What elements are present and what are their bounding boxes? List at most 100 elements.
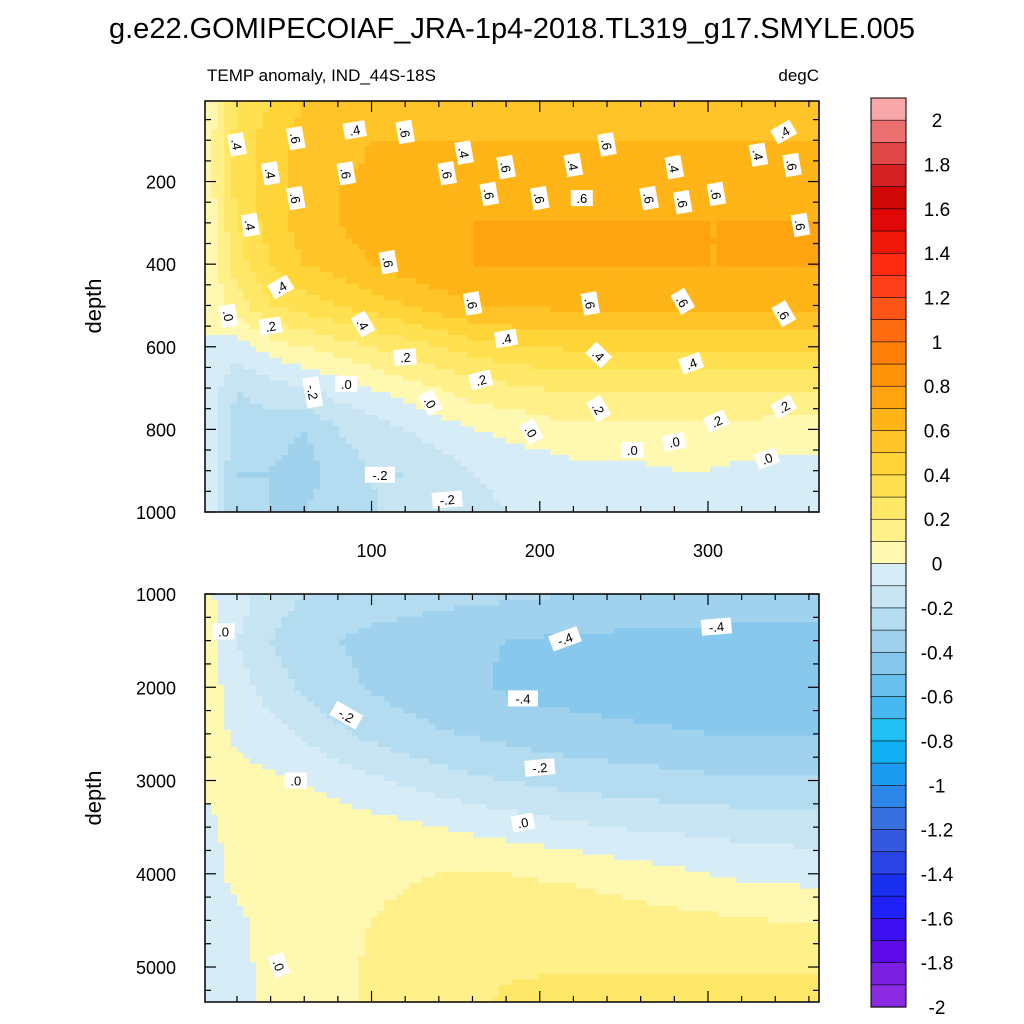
upper-cell: [377, 375, 385, 382]
upper-cell: [556, 255, 564, 262]
upper-cell: [691, 392, 699, 399]
upper-cell: [281, 392, 289, 399]
upper-cell: [390, 289, 398, 296]
upper-cell: [678, 266, 686, 273]
upper-cell: [307, 215, 315, 222]
upper-cell: [364, 392, 372, 399]
upper-cell: [575, 226, 583, 233]
upper-cell: [518, 192, 526, 199]
upper-cell: [422, 129, 430, 136]
upper-cell: [294, 386, 302, 393]
upper-cell: [729, 238, 737, 245]
upper-cell: [390, 352, 398, 359]
upper-cell: [755, 266, 763, 273]
upper-cell: [358, 277, 366, 285]
upper-cell: [275, 357, 283, 365]
upper-cell: [249, 118, 257, 125]
upper-cell: [435, 272, 443, 279]
upper-cell: [543, 209, 551, 216]
upper-cell: [563, 255, 571, 262]
upper-cell: [556, 283, 564, 290]
upper-cell: [665, 209, 673, 216]
upper-cell: [806, 215, 814, 222]
upper-cell: [595, 380, 603, 388]
upper-cell: [678, 369, 686, 376]
upper-cell: [812, 346, 819, 353]
upper-cell: [492, 363, 500, 370]
upper-cell: [742, 392, 750, 399]
upper-cell: [313, 129, 321, 136]
upper-cell: [761, 249, 769, 256]
upper-cell: [748, 277, 756, 285]
upper-cell: [556, 386, 564, 393]
upper-cell: [428, 158, 436, 165]
upper-cell: [384, 129, 392, 136]
upper-cell: [377, 380, 385, 388]
upper-cell: [275, 226, 283, 233]
upper-cell: [588, 363, 596, 370]
upper-cell: [716, 232, 724, 239]
upper-cell: [723, 386, 731, 393]
upper-cell: [281, 215, 289, 222]
upper-cell: [364, 180, 372, 188]
upper-cell: [563, 238, 571, 245]
upper-cell: [377, 198, 385, 205]
upper-cell: [799, 152, 807, 159]
upper-cell: [505, 146, 513, 153]
upper-cell: [435, 340, 443, 348]
upper-cell: [639, 357, 647, 365]
upper-cell: [441, 392, 449, 399]
upper-cell: [205, 163, 212, 171]
upper-cell: [767, 158, 775, 165]
upper-cell: [729, 226, 737, 233]
upper-cell: [512, 300, 519, 308]
upper-cell: [307, 169, 315, 176]
upper-cell: [748, 203, 756, 211]
upper-cell: [416, 277, 424, 285]
upper-cell: [326, 346, 334, 353]
upper-cell: [499, 295, 507, 302]
upper-cell: [723, 380, 731, 388]
upper-cell: [787, 232, 795, 239]
upper-cell: [646, 272, 654, 279]
upper-cell: [729, 209, 737, 216]
upper-cell: [607, 283, 615, 290]
upper-cell: [537, 238, 545, 245]
upper-cell: [224, 346, 232, 353]
upper-cell: [639, 226, 647, 233]
upper-cell: [294, 363, 302, 370]
upper-cell: [799, 277, 807, 285]
upper-cell: [396, 249, 404, 256]
upper-cell: [467, 352, 475, 359]
upper-cell: [806, 386, 814, 393]
upper-cell: [729, 112, 737, 119]
upper-cell: [595, 386, 603, 393]
upper-cell: [403, 369, 411, 376]
upper-cell: [236, 380, 244, 388]
upper-cell: [217, 346, 225, 353]
upper-cell: [243, 289, 251, 296]
upper-cell: [735, 226, 743, 233]
upper-cell: [627, 118, 635, 125]
upper-cell: [281, 163, 289, 171]
upper-cell: [723, 140, 731, 148]
upper-cell: [230, 266, 238, 273]
upper-cell: [723, 392, 731, 399]
upper-cell: [492, 232, 500, 239]
upper-cell: [275, 158, 283, 165]
upper-cell: [454, 129, 462, 136]
upper-cell: [281, 335, 289, 342]
upper-cell: [307, 140, 315, 148]
upper-cell: [454, 106, 462, 114]
upper-cell: [243, 198, 251, 205]
upper-cell: [454, 180, 462, 188]
upper-cell: [761, 255, 769, 262]
upper-cell: [703, 169, 711, 176]
upper-cell: [575, 118, 583, 125]
upper-cell: [742, 375, 750, 382]
upper-cell: [729, 243, 737, 251]
upper-cell: [806, 283, 814, 290]
upper-cell: [505, 101, 513, 108]
upper-cell: [205, 289, 212, 296]
upper-cell: [761, 386, 769, 393]
